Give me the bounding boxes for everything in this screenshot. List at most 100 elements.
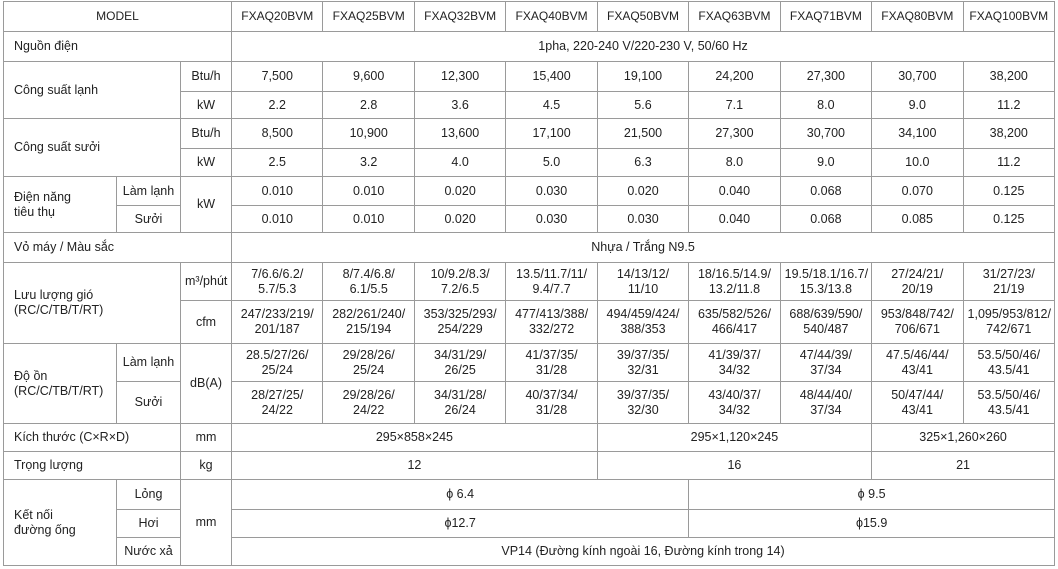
header-cell: FXAQ40BVM xyxy=(505,1,598,32)
table-cell: 47.5/46/44/ 43/41 xyxy=(871,343,964,382)
table-cell: 9.0 xyxy=(871,91,964,119)
table-cell: 1,095/953/812/ 742/671 xyxy=(962,300,1056,344)
table-cell: 4.5 xyxy=(505,91,598,119)
table-cell: 9,600 xyxy=(322,61,415,92)
table-row: Trọng lượng kg 12 16 21 xyxy=(3,451,1055,480)
table-cell: 247/233/219/ 201/187 xyxy=(231,300,324,344)
table-cell: Sưởi xyxy=(116,205,181,233)
table-cell: 38,200 xyxy=(962,118,1056,149)
table-cell: 53.5/50/46/ 43.5/41 xyxy=(962,381,1056,424)
table-cell: 24,200 xyxy=(688,61,781,92)
table-cell: 477/413/388/ 332/272 xyxy=(505,300,598,344)
table-cell: VP14 (Đường kính ngoài 16, Đường kính tr… xyxy=(231,537,1055,566)
table-cell: 953/848/742/ 706/671 xyxy=(871,300,964,344)
table-cell: kg xyxy=(179,451,233,480)
table-cell: mm xyxy=(179,423,233,452)
table-cell: 494/459/424/ 388/353 xyxy=(596,300,690,344)
table-cell: 19,100 xyxy=(596,61,690,92)
table-cell: 0.125 xyxy=(962,205,1056,233)
table-cell: m³/phút xyxy=(179,262,233,301)
table-row: Nước xả VP14 (Đường kính ngoài 16, Đường … xyxy=(4,537,1055,566)
table-cell: 48/44/40/ 37/34 xyxy=(779,381,873,424)
table-cell: Điện năng tiêu thụ xyxy=(3,176,117,233)
table-cell: Công suất sưởi xyxy=(3,118,181,177)
table-cell: Hơi xyxy=(116,509,181,538)
table-row: Điện năng tiêu thụ Làm lạnh kW 0.010 0.010 0.… xyxy=(3,176,1056,233)
table-cell: 31/27/23/ 21/19 xyxy=(962,262,1056,301)
table-cell: 15,400 xyxy=(505,61,598,92)
table-cell: 39/37/35/ 32/31 xyxy=(596,343,690,382)
table-cell: 0.068 xyxy=(779,205,873,233)
table-cell: Kích thước (C×R×D) xyxy=(3,423,181,452)
table-cell: 0.040 xyxy=(688,176,781,206)
table-cell: Độ ồn (RC/C/TB/T/RT) xyxy=(3,343,117,424)
table-cell: 12 xyxy=(231,451,598,480)
table-cell: cfm xyxy=(179,300,233,344)
table-cell: 19.5/18.1/16.7/ 15.3/13.8 xyxy=(779,262,873,301)
header-cell: FXAQ71BVM xyxy=(779,1,873,32)
table-cell: kW xyxy=(179,91,233,119)
table-cell: 34/31/28/ 26/24 xyxy=(413,381,507,424)
table-cell: 8.0 xyxy=(688,148,781,177)
table-cell: 0.020 xyxy=(413,205,507,233)
table-cell: 11.2 xyxy=(962,91,1056,119)
table-cell: Kết nối đường ống xyxy=(3,479,117,566)
table-cell: 16 xyxy=(596,451,873,480)
header-cell: FXAQ100BVM xyxy=(962,1,1056,32)
header-cell: FXAQ32BVM xyxy=(413,1,507,32)
table-cell: 7/6.6/6.2/ 5.7/5.3 xyxy=(231,262,324,301)
table-cell: 17,100 xyxy=(505,118,598,149)
table-cell: 7,500 xyxy=(231,61,324,92)
table-cell: 1pha, 220-240 V/220-230 V, 50/60 Hz xyxy=(231,31,1055,62)
table-cell: 13,600 xyxy=(413,118,507,149)
table-cell: kW xyxy=(179,176,233,233)
header-cell: FXAQ80BVM xyxy=(871,1,964,32)
table-cell: kW xyxy=(179,148,233,177)
table-cell: 28.5/27/26/ 25/24 xyxy=(231,343,324,382)
table-row: kW 2.5 3.2 4.0 5.0 6.3 8.0 9.0 10.0 11.2 xyxy=(4,148,1056,177)
table-row: Kích thước (C×R×D) mm 295×858×245 295×1,120… xyxy=(3,423,1055,452)
table-row: Vỏ máy / Màu sắc Nhựa / Trắng N9.5 xyxy=(2,232,1055,263)
table-cell: 0.070 xyxy=(871,176,964,206)
table-cell: 9.0 xyxy=(779,148,873,177)
header-cell: FXAQ50BVM xyxy=(596,1,690,32)
table-cell: 3.2 xyxy=(322,148,415,177)
table-cell: Btu/h xyxy=(179,118,233,149)
table-cell: 0.010 xyxy=(231,176,324,206)
table-cell: 353/325/293/ 254/229 xyxy=(413,300,507,344)
table-cell: 0.030 xyxy=(596,205,690,233)
header-cell: FXAQ25BVM xyxy=(322,1,415,32)
table-cell: 27,300 xyxy=(779,61,873,92)
table-cell: 27,300 xyxy=(688,118,781,149)
table-cell: 0.040 xyxy=(688,205,781,233)
table-cell: Lưu lượng gió (RC/C/TB/T/RT) xyxy=(3,262,181,344)
table-cell: Vỏ máy / Màu sắc xyxy=(2,232,233,263)
table-cell: 6.3 xyxy=(596,148,690,177)
table-cell: 0.030 xyxy=(505,176,598,206)
table-cell: 39/37/35/ 32/30 xyxy=(596,381,690,424)
table-cell: 40/37/34/ 31/28 xyxy=(505,381,598,424)
table-cell: 47/44/39/ 37/34 xyxy=(779,343,873,382)
table-cell: 4.0 xyxy=(413,148,507,177)
table-row: Công suất lạnh Btu/h 7,500 9,600 12,300 15,40… xyxy=(3,61,1056,119)
table-cell: Btu/h xyxy=(179,61,233,92)
table-cell: 14/13/12/ 11/10 xyxy=(596,262,690,301)
table-row: Nguồn điện 1pha, 220-240 V/220-230 V, 50/… xyxy=(2,31,1055,62)
table-cell: 0.030 xyxy=(505,205,598,233)
table-cell: 2.2 xyxy=(231,91,324,119)
table-cell: 28/27/25/ 24/22 xyxy=(231,381,324,424)
table-cell: 0.010 xyxy=(322,176,415,206)
table-row: Kết nối đường ống Lỏng mm ϕ 6.4 ϕ 9.5 xyxy=(3,479,1055,566)
table-row: cfm 247/233/219/ 201/187 282/261/240/ 215/… xyxy=(4,300,1056,344)
table-cell: 34/31/29/ 26/25 xyxy=(413,343,507,382)
table-cell: 30,700 xyxy=(779,118,873,149)
table-cell: 3.6 xyxy=(413,91,507,119)
header-row: MODEL FXAQ20BVM FXAQ25BVM FXAQ32BVM FXAQ40BV… xyxy=(2,1,1056,32)
table-cell: 325×1,260×260 xyxy=(871,423,1055,452)
table-cell: 21,500 xyxy=(596,118,690,149)
table-cell: mm xyxy=(179,479,233,566)
table-cell: 0.020 xyxy=(413,176,507,206)
table-cell: 13.5/11.7/11/ 9.4/7.7 xyxy=(505,262,598,301)
table-cell: 8/7.4/6.8/ 6.1/5.5 xyxy=(322,262,415,301)
